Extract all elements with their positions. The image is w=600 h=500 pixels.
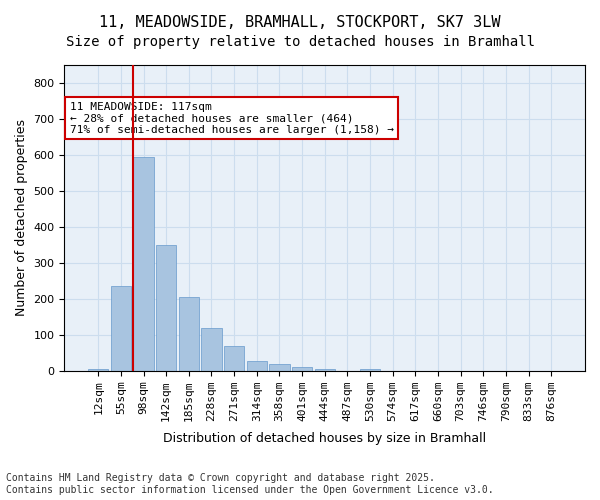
Bar — [247, 360, 267, 370]
Text: 11 MEADOWSIDE: 117sqm
← 28% of detached houses are smaller (464)
71% of semi-det: 11 MEADOWSIDE: 117sqm ← 28% of detached … — [70, 102, 394, 135]
Bar — [360, 369, 380, 370]
Bar — [224, 346, 244, 370]
Bar — [269, 364, 290, 370]
Text: 11, MEADOWSIDE, BRAMHALL, STOCKPORT, SK7 3LW: 11, MEADOWSIDE, BRAMHALL, STOCKPORT, SK7… — [99, 15, 501, 30]
Bar — [133, 156, 154, 370]
Bar — [179, 297, 199, 370]
Text: Contains HM Land Registry data © Crown copyright and database right 2025.
Contai: Contains HM Land Registry data © Crown c… — [6, 474, 494, 495]
Text: Size of property relative to detached houses in Bramhall: Size of property relative to detached ho… — [65, 35, 535, 49]
Bar — [292, 367, 312, 370]
Bar — [314, 369, 335, 370]
X-axis label: Distribution of detached houses by size in Bramhall: Distribution of detached houses by size … — [163, 432, 486, 445]
Bar — [201, 328, 221, 370]
Bar — [156, 245, 176, 370]
Bar — [111, 286, 131, 370]
Y-axis label: Number of detached properties: Number of detached properties — [15, 120, 28, 316]
Bar — [88, 369, 109, 370]
